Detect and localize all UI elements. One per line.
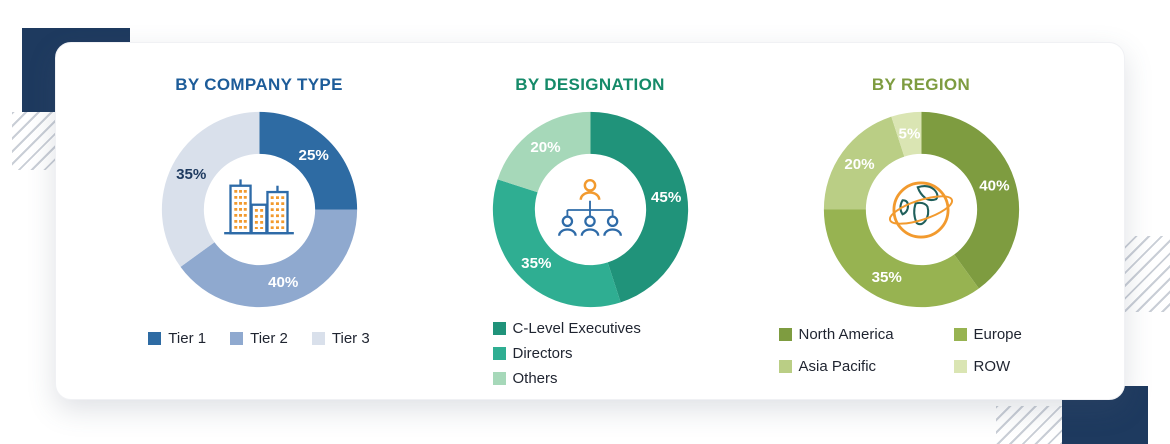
legend-label: Tier 2 xyxy=(250,330,288,347)
legend-item: Asia Pacific xyxy=(778,358,954,375)
legend-swatch xyxy=(778,328,792,341)
donut-slice xyxy=(497,111,590,193)
legend-swatch xyxy=(953,328,967,341)
donut-slice xyxy=(823,116,904,210)
donut-region: 40% 35% 20% 5% xyxy=(819,107,1024,312)
slice-value-label: 25% xyxy=(298,147,329,164)
legend-label: Tier 3 xyxy=(331,330,370,347)
chart-region: BY REGION 40% 35% 20% 5% North America Europ… xyxy=(756,67,1086,399)
donut-slice xyxy=(921,111,1019,289)
legend-company-type: Tier 1 Tier 2 Tier 3 xyxy=(148,330,370,347)
research-breakdown-card: BY COMPANY TYPE 25% 40% 35% Tier 1 Tier 2 Ti… xyxy=(55,42,1125,400)
legend-item: Europe xyxy=(953,326,1064,343)
legend-label: Directors xyxy=(512,345,573,362)
legend-item: ROW xyxy=(953,358,1064,375)
chart-title: BY DESIGNATION xyxy=(515,75,665,94)
legend-label: Asia Pacific xyxy=(798,358,877,375)
decor-hatch-bottom xyxy=(996,406,1062,444)
donut-slice xyxy=(259,111,357,210)
chart-title: BY REGION xyxy=(871,75,971,94)
legend-swatch xyxy=(778,360,792,373)
legend-item: North America xyxy=(778,326,954,343)
legend-item: Tier 1 xyxy=(148,330,206,347)
legend-item: Directors xyxy=(492,345,688,362)
legend-swatch xyxy=(311,332,325,345)
slice-value-label: 40% xyxy=(268,274,299,291)
donut-designation: 45% 35% 20% xyxy=(488,107,693,312)
legend-label: North America xyxy=(798,326,894,343)
legend-item: C-Level Executives xyxy=(492,320,688,337)
donut-slice xyxy=(890,111,921,157)
donut-slice xyxy=(180,209,357,308)
legend-label: Others xyxy=(512,370,558,387)
donut-slice xyxy=(823,209,979,308)
legend-region: North America Europe Asia Pacific ROW xyxy=(778,326,1064,375)
legend-designation: C-Level Executives Directors Others xyxy=(492,320,688,387)
slice-value-label: 20% xyxy=(530,139,561,156)
chart-designation: BY DESIGNATION 45% 35% 20% C-Level Executi… xyxy=(425,67,755,399)
donut-svg: 25% 40% 35% xyxy=(161,111,357,308)
slice-value-label: 35% xyxy=(176,166,207,183)
legend-swatch xyxy=(148,332,162,345)
chart-title: BY COMPANY TYPE xyxy=(175,75,343,94)
donut-slice xyxy=(161,111,259,267)
legend-item: Others xyxy=(492,370,688,387)
slice-value-label: 45% xyxy=(651,189,682,206)
legend-swatch xyxy=(953,360,967,373)
slice-value-label: 35% xyxy=(871,269,902,286)
slice-value-label: 40% xyxy=(979,177,1010,194)
donut-slice xyxy=(492,179,621,308)
donut-slice xyxy=(590,111,688,303)
slice-value-label: 35% xyxy=(521,255,552,272)
legend-swatch xyxy=(230,332,244,345)
legend-item: Tier 3 xyxy=(311,330,370,347)
legend-label: Tier 1 xyxy=(168,330,207,347)
legend-swatch xyxy=(492,372,506,385)
chart-company-type: BY COMPANY TYPE 25% 40% 35% Tier 1 Tier 2 Ti… xyxy=(94,67,424,399)
slice-value-label: 20% xyxy=(844,156,875,173)
slice-value-label: 5% xyxy=(898,125,920,142)
legend-swatch xyxy=(492,347,506,360)
decor-hatch-left xyxy=(12,112,58,170)
donut-svg: 45% 35% 20% xyxy=(492,111,688,308)
legend-label: C-Level Executives xyxy=(512,320,641,337)
donut-svg: 40% 35% 20% 5% xyxy=(823,111,1019,308)
donut-company-type: 25% 40% 35% xyxy=(157,107,362,312)
legend-label: Europe xyxy=(973,326,1022,343)
legend-label: ROW xyxy=(973,358,1011,375)
legend-swatch xyxy=(492,322,506,335)
legend-item: Tier 2 xyxy=(230,330,288,347)
